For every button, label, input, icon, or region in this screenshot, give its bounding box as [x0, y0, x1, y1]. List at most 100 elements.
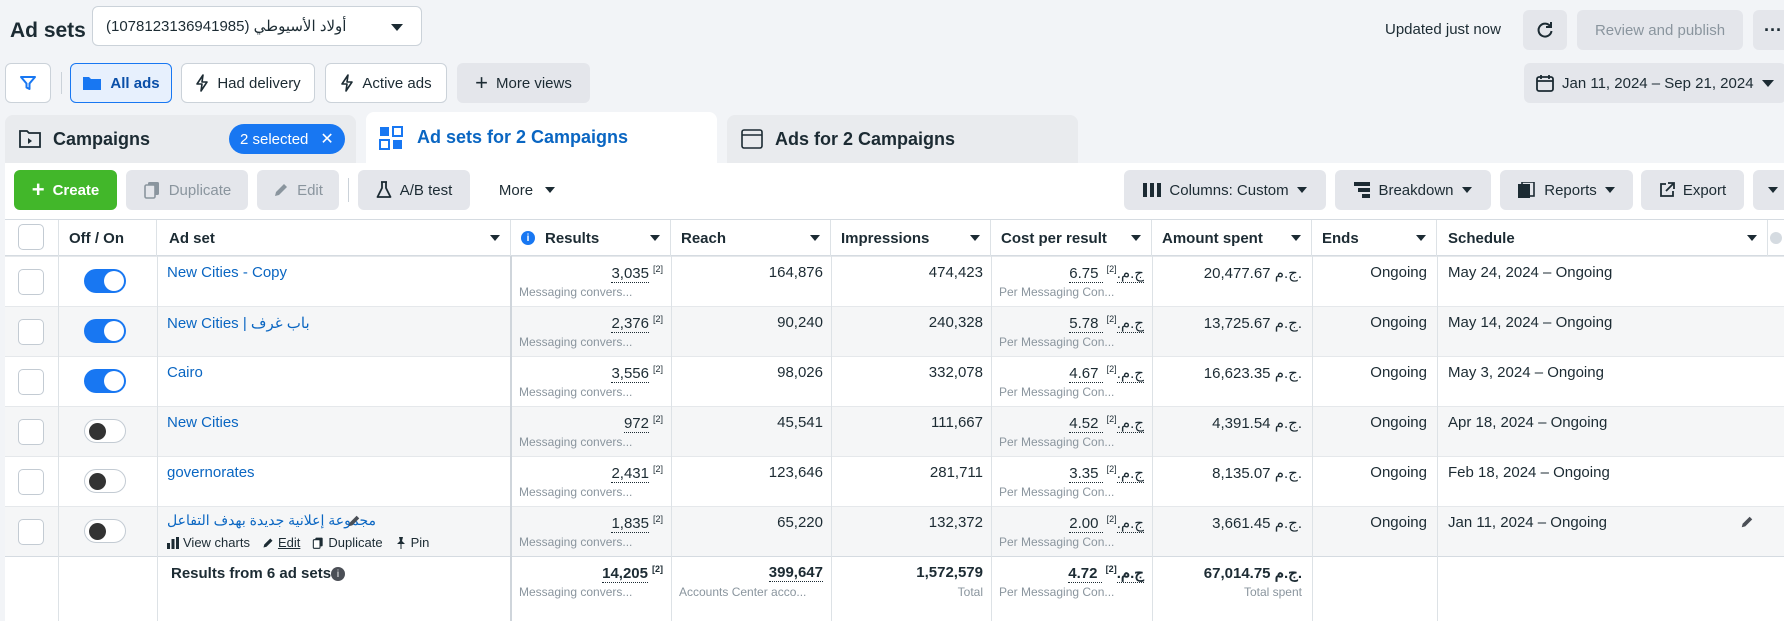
- date-range-label: Jan 11, 2024 – Sep 21, 2024: [1562, 74, 1754, 92]
- cost-number[interactable]: 4.52 ج.م.: [1069, 415, 1144, 433]
- header-ends[interactable]: Ends: [1312, 220, 1437, 256]
- header-reach[interactable]: Reach: [671, 220, 831, 256]
- results-number[interactable]: 2,431: [611, 465, 649, 483]
- create-button[interactable]: + Create: [14, 170, 117, 210]
- delivery-toggle[interactable]: [84, 319, 126, 343]
- more-button[interactable]: More: [486, 170, 568, 210]
- date-range-picker[interactable]: Jan 11, 2024 – Sep 21, 2024: [1524, 63, 1784, 103]
- select-all-checkbox[interactable]: [18, 224, 44, 250]
- spent-cell: 16,623.35 ج.م.: [1152, 357, 1312, 407]
- sort-caret-icon[interactable]: [1416, 235, 1426, 241]
- adset-name-link[interactable]: Cairo: [167, 364, 203, 381]
- ends-cell: Ongoing: [1312, 257, 1437, 307]
- header-adset[interactable]: Ad set: [157, 220, 511, 256]
- totals-cost-number[interactable]: 4.72 ج.م.: [1068, 565, 1144, 583]
- info-icon[interactable]: i: [331, 567, 345, 581]
- selected-badge[interactable]: 2 selected ✕: [229, 124, 345, 154]
- close-icon[interactable]: ✕: [320, 131, 334, 148]
- row-checkbox[interactable]: [18, 369, 44, 395]
- columns-label: Columns: Custom: [1169, 181, 1289, 199]
- pencil-icon[interactable]: [347, 514, 361, 528]
- sort-caret-icon[interactable]: [970, 235, 980, 241]
- review-publish-button[interactable]: Review and publish: [1577, 10, 1743, 50]
- filter-all-ads[interactable]: All ads: [70, 63, 172, 103]
- filter-active-ads[interactable]: Active ads: [325, 63, 447, 103]
- totals-spent-cell: 67,014.75 ج.م. Total spent: [1152, 557, 1312, 607]
- tab-campaigns[interactable]: Campaigns 2 selected ✕: [5, 115, 356, 163]
- tab-adsets[interactable]: Ad sets for 2 Campaigns: [366, 112, 717, 163]
- results-number[interactable]: 3,035: [611, 265, 649, 283]
- ends-cell: Ongoing: [1312, 357, 1437, 407]
- edit-action[interactable]: Edit: [262, 535, 300, 550]
- header-schedule[interactable]: Schedule: [1437, 220, 1768, 256]
- ab-test-button[interactable]: A/B test: [358, 170, 470, 210]
- adset-name-link[interactable]: governorates: [167, 464, 255, 481]
- more-options-button[interactable]: ···: [1753, 10, 1784, 50]
- header-spent[interactable]: Amount spent: [1152, 220, 1312, 256]
- ends-value: Ongoing: [1370, 364, 1427, 381]
- totals-results-number[interactable]: 14,205: [602, 565, 648, 583]
- header-cost[interactable]: Cost per result: [991, 220, 1152, 256]
- sort-caret-icon[interactable]: [1291, 235, 1301, 241]
- row-checkbox[interactable]: [18, 519, 44, 545]
- totals-reach-number[interactable]: 399,647: [768, 564, 823, 582]
- delivery-toggle[interactable]: [84, 419, 126, 443]
- cost-number[interactable]: 4.67 ج.م.: [1069, 365, 1144, 383]
- tab-ads[interactable]: Ads for 2 Campaigns: [727, 115, 1078, 163]
- schedule-value: May 14, 2024 – Ongoing: [1448, 314, 1613, 331]
- results-number[interactable]: 3,556: [611, 365, 649, 383]
- export-button[interactable]: Export: [1641, 170, 1744, 210]
- adset-name-link[interactable]: مجموعة إعلانية جديدة بهدف التفاعل: [167, 512, 376, 528]
- results-number[interactable]: 972: [623, 415, 649, 433]
- table-row[interactable]: Cairo 3,556 [2] Messaging convers... 98,0…: [5, 356, 1784, 406]
- view-charts-action[interactable]: View charts: [167, 535, 250, 550]
- reports-button[interactable]: Reports: [1500, 170, 1633, 210]
- results-number[interactable]: 2,376: [611, 315, 649, 333]
- delivery-toggle[interactable]: [84, 469, 126, 493]
- results-number[interactable]: 1,835: [611, 515, 649, 533]
- table-row[interactable]: governorates 2,431 [2] Messaging convers.…: [5, 456, 1784, 506]
- export-dropdown-button[interactable]: [1753, 170, 1784, 210]
- columns-button[interactable]: Columns: Custom: [1124, 170, 1326, 210]
- table-row[interactable]: مجموعة إعلانية جديدة بهدف التفاعل View c…: [5, 506, 1784, 556]
- row-checkbox[interactable]: [18, 419, 44, 445]
- cost-number[interactable]: 2.00 ج.م.: [1069, 515, 1144, 533]
- table-row[interactable]: New Cities - Copy 3,035 [2] Messaging con…: [5, 256, 1784, 306]
- row-checkbox[interactable]: [18, 469, 44, 495]
- pencil-icon[interactable]: [1740, 515, 1754, 529]
- row-checkbox[interactable]: [18, 319, 44, 345]
- sort-caret-icon[interactable]: [1747, 235, 1757, 241]
- filter-had-delivery[interactable]: Had delivery: [181, 63, 315, 103]
- schedule-value: Apr 18, 2024 – Ongoing: [1448, 414, 1608, 431]
- cost-number[interactable]: 6.75 ج.م.: [1069, 265, 1144, 283]
- cost-number[interactable]: 5.78 ج.م.: [1069, 315, 1144, 333]
- duplicate-button[interactable]: Duplicate: [126, 170, 248, 210]
- more-views-button[interactable]: + More views: [457, 63, 590, 103]
- account-selector[interactable]: أولاد الأسيوطي (1078123136941985): [92, 6, 422, 46]
- sort-caret-icon[interactable]: [1131, 235, 1141, 241]
- header-impressions[interactable]: Impressions: [831, 220, 991, 256]
- delivery-toggle[interactable]: [84, 369, 126, 393]
- add-column-area[interactable]: [1768, 220, 1784, 256]
- edit-button[interactable]: Edit: [257, 170, 339, 210]
- adset-name-link[interactable]: New Cities | باب غرف: [167, 315, 310, 332]
- sort-caret-icon[interactable]: [650, 235, 660, 241]
- refresh-button[interactable]: [1523, 10, 1567, 50]
- table-row[interactable]: New Cities | باب غرف 2,376 [2] Messaging …: [5, 306, 1784, 356]
- info-icon[interactable]: i: [521, 231, 535, 245]
- sort-caret-icon[interactable]: [490, 235, 500, 241]
- delivery-toggle[interactable]: [84, 269, 126, 293]
- add-column-icon[interactable]: [1770, 232, 1782, 244]
- cost-number[interactable]: 3.35 ج.م.: [1069, 465, 1144, 483]
- filter-button[interactable]: [5, 63, 51, 103]
- adset-name-link[interactable]: New Cities: [167, 414, 239, 431]
- adset-name-link[interactable]: New Cities - Copy: [167, 264, 288, 281]
- row-checkbox[interactable]: [18, 269, 44, 295]
- sort-caret-icon[interactable]: [810, 235, 820, 241]
- pin-action[interactable]: Pin: [395, 535, 429, 550]
- breakdown-button[interactable]: Breakdown: [1335, 170, 1491, 210]
- delivery-toggle[interactable]: [84, 519, 126, 543]
- table-row[interactable]: New Cities 972 [2] Messaging convers... 4…: [5, 406, 1784, 456]
- duplicate-action[interactable]: Duplicate: [312, 535, 383, 550]
- header-results[interactable]: i Results: [511, 220, 671, 256]
